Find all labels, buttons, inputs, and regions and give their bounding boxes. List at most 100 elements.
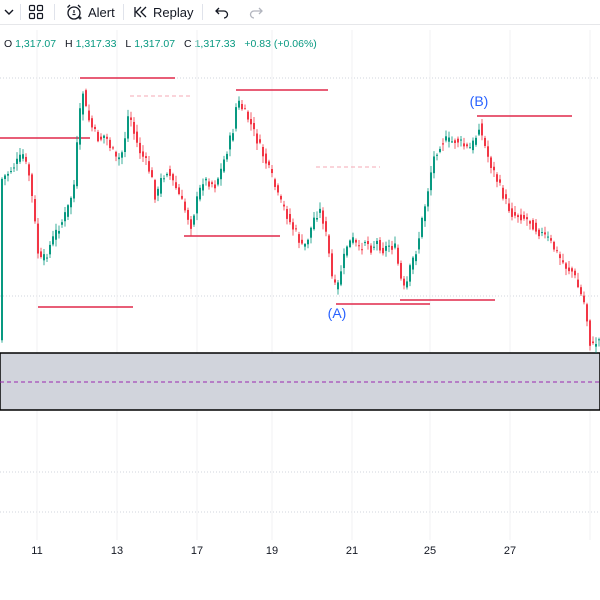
candle-body: [64, 212, 66, 222]
x-tick-label: 11: [31, 545, 43, 557]
candle-body: [484, 137, 486, 146]
candle-body: [583, 295, 585, 303]
candle-body: [592, 341, 594, 344]
candle-body: [247, 111, 249, 120]
open-key: O: [4, 38, 13, 50]
candle-body: [70, 197, 72, 208]
candle-body: [28, 164, 30, 176]
candle-body: [457, 138, 459, 143]
high-key: H: [64, 38, 73, 50]
candle-body: [358, 245, 360, 247]
candle-body: [52, 236, 54, 245]
candle-body: [58, 230, 60, 234]
candle-body: [88, 110, 90, 121]
candle-body: [82, 93, 84, 115]
candle-body: [496, 174, 498, 182]
dropdown-chevron-icon[interactable]: [2, 0, 16, 24]
candle-body: [331, 253, 333, 277]
candle-body: [373, 246, 375, 248]
candle-body: [4, 175, 6, 180]
candle-body: [7, 173, 9, 176]
candle-body: [181, 195, 183, 199]
candle-body: [475, 137, 477, 145]
candle-body: [193, 215, 195, 225]
candle-body: [85, 90, 87, 106]
candle-body: [256, 133, 258, 144]
candle-body: [577, 279, 579, 288]
replay-button[interactable]: Replay: [133, 0, 193, 24]
candle-body: [406, 281, 408, 288]
candle-body: [109, 139, 111, 149]
candle-body: [112, 147, 114, 149]
candle-body: [535, 222, 537, 232]
candle-body: [523, 215, 525, 219]
price-chart[interactable]: (A) (B): [0, 24, 600, 540]
candle-body: [538, 229, 540, 237]
candle-body: [283, 204, 285, 207]
candle-body: [481, 123, 483, 136]
candle-body: [229, 135, 231, 150]
candle-body: [547, 236, 549, 238]
x-tick-label: 13: [110, 545, 124, 557]
candle-body: [589, 320, 591, 346]
candle-body: [265, 153, 267, 164]
candle-body: [433, 156, 435, 174]
candle-body: [136, 131, 138, 143]
candle-body: [250, 119, 252, 125]
candle-body: [163, 178, 165, 180]
candle-body: [190, 219, 192, 229]
top-toolbar: Alert Replay: [0, 0, 600, 25]
candle-body: [595, 344, 597, 347]
candle-body: [259, 139, 261, 143]
candle-body: [382, 247, 384, 254]
wave-label-b: (B): [470, 93, 489, 109]
candle-body: [337, 282, 339, 290]
candle-body: [526, 217, 528, 220]
level-lines: [0, 77, 572, 308]
undo-icon[interactable]: [214, 0, 230, 24]
candle-body: [307, 239, 309, 245]
candle-body: [211, 182, 213, 185]
zone-rect: [0, 352, 600, 411]
candle-body: [328, 235, 330, 254]
candle-body: [262, 146, 264, 157]
candle-body: [478, 129, 480, 135]
candle-body: [25, 156, 27, 162]
candle-body: [502, 187, 504, 199]
grid-lines: [0, 30, 600, 540]
candle-body: [244, 108, 246, 110]
low-value: L 1,317.07: [125, 38, 178, 50]
candle-body: [472, 140, 474, 151]
candles: [1, 88, 600, 353]
candle-body: [301, 239, 303, 244]
candle-body: [205, 178, 207, 181]
candle-body: [172, 174, 174, 181]
candle-body: [352, 237, 354, 243]
candle-body: [289, 214, 291, 223]
candle-body: [157, 188, 159, 196]
alarm-clock-icon: [67, 4, 82, 20]
layouts-grid-icon[interactable]: [28, 0, 44, 24]
x-tick-label: 17: [190, 545, 204, 557]
candle-body: [355, 239, 357, 243]
candle-body: [508, 203, 510, 212]
x-tick-label: 21: [345, 545, 359, 557]
candle-body: [529, 221, 531, 224]
candle-body: [217, 178, 219, 185]
x-tick-label: 19: [265, 545, 279, 557]
candle-body: [397, 247, 399, 264]
candle-body: [238, 100, 240, 108]
alert-button[interactable]: Alert: [64, 0, 115, 24]
candle-body: [127, 116, 129, 139]
candle-body: [343, 253, 345, 269]
redo-icon[interactable]: [248, 0, 264, 24]
candle-body: [550, 238, 552, 241]
candle-body: [22, 154, 24, 159]
candle-body: [505, 194, 507, 199]
candle-body: [361, 249, 363, 251]
candle-body: [376, 240, 378, 244]
candle-body: [409, 265, 411, 282]
candle-body: [370, 245, 372, 253]
candle-body: [103, 135, 105, 138]
candle-body: [133, 121, 135, 134]
